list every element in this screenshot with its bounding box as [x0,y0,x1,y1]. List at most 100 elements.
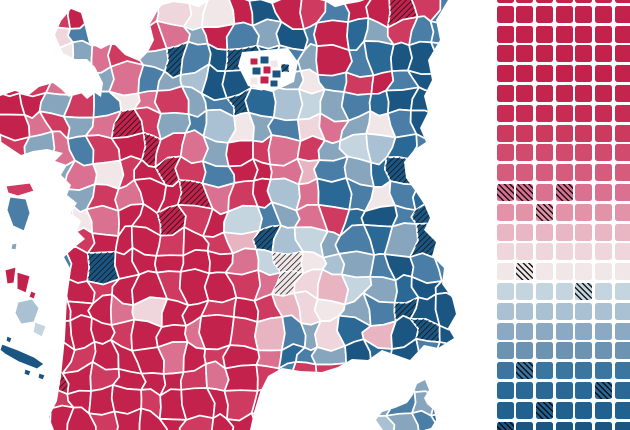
grid-cell[interactable] [555,382,573,399]
grid-cell[interactable] [575,65,593,83]
grid-cell[interactable] [496,164,514,182]
grid-cell[interactable] [614,203,630,221]
grid-cell[interactable] [575,184,593,201]
grid-cell[interactable] [516,0,534,3]
grid-cell[interactable] [575,243,593,261]
grid-cell[interactable] [595,85,612,102]
grid-cell[interactable] [516,421,534,430]
grid-cell[interactable] [535,65,553,83]
grid-cell[interactable] [595,65,612,83]
map-region[interactable] [138,407,168,430]
paris-constituency[interactable] [259,75,270,85]
grid-cell[interactable] [535,362,553,380]
grid-cell[interactable] [496,283,514,300]
grid-cell[interactable] [535,0,553,3]
grid-cell[interactable] [496,362,514,380]
grid-cell[interactable] [496,322,514,340]
grid-cell[interactable] [535,203,553,221]
overseas-region[interactable] [5,182,35,197]
map-region[interactable] [178,414,215,430]
grid-cell[interactable] [496,45,514,63]
grid-cell[interactable] [516,401,534,419]
map-region[interactable] [158,418,188,430]
grid-cell[interactable] [614,65,630,83]
map-region[interactable] [385,412,421,430]
grid-cell[interactable] [535,223,553,241]
overseas-region[interactable] [0,343,45,370]
grid-cell[interactable] [496,401,514,419]
grid-cell[interactable] [575,104,593,122]
grid-cell[interactable] [535,382,553,399]
grid-cell[interactable] [555,5,573,23]
grid-cell[interactable] [496,342,514,360]
grid-cell[interactable] [516,203,534,221]
grid-cell[interactable] [575,25,593,43]
grid-cell[interactable] [614,401,630,419]
grid-cell[interactable] [575,283,593,300]
grid-cell[interactable] [516,144,534,162]
grid-cell[interactable] [535,184,553,201]
grid-cell[interactable] [614,164,630,182]
grid-cell[interactable] [614,25,630,43]
paris-constituency[interactable] [249,57,259,66]
grid-cell[interactable] [575,203,593,221]
grid-cell[interactable] [614,283,630,300]
map-region[interactable] [65,406,97,430]
grid-cell[interactable] [595,362,612,380]
grid-cell[interactable] [535,164,553,182]
grid-cell[interactable] [496,421,514,430]
grid-cell[interactable] [555,85,573,102]
grid-cell[interactable] [516,65,534,83]
grid-cell[interactable] [555,65,573,83]
overseas-region[interactable] [5,335,13,344]
map-region[interactable] [411,409,438,430]
grid-cell[interactable] [516,124,534,142]
paris-constituency[interactable] [269,79,279,88]
grid-cell[interactable] [555,124,573,142]
grid-cell[interactable] [575,144,593,162]
grid-cell[interactable] [555,283,573,300]
grid-cell[interactable] [614,124,630,142]
grid-cell[interactable] [595,243,612,261]
grid-cell[interactable] [535,283,553,300]
grid-cell[interactable] [595,421,612,430]
grid-cell[interactable] [496,5,514,23]
grid-cell[interactable] [595,45,612,63]
grid-cell[interactable] [614,5,630,23]
grid-cell[interactable] [555,302,573,320]
grid-cell[interactable] [516,263,534,281]
grid-cell[interactable] [496,25,514,43]
grid-cell[interactable] [535,302,553,320]
grid-cell[interactable] [555,45,573,63]
grid-cell[interactable] [614,243,630,261]
grid-cell[interactable] [555,342,573,360]
grid-cell[interactable] [535,243,553,261]
grid-cell[interactable] [516,223,534,241]
grid-cell[interactable] [614,85,630,102]
grid-cell[interactable] [496,85,514,102]
paris-constituency[interactable] [259,55,270,65]
paris-constituency[interactable] [269,59,279,69]
grid-cell[interactable] [575,382,593,399]
map-region[interactable] [206,413,235,430]
grid-cell[interactable] [614,184,630,201]
overseas-region[interactable] [14,298,40,325]
grid-cell[interactable] [496,243,514,261]
grid-cell[interactable] [535,322,553,340]
grid-cell[interactable] [575,263,593,281]
overseas-region[interactable] [28,290,37,300]
overseas-region[interactable] [16,271,31,294]
grid-cell[interactable] [535,25,553,43]
grid-cell[interactable] [575,421,593,430]
grid-cell[interactable] [496,382,514,399]
paris-constituency[interactable] [251,66,262,76]
grid-cell[interactable] [555,263,573,281]
paris-constituency[interactable] [249,76,259,86]
grid-cell[interactable] [516,382,534,399]
grid-cell[interactable] [595,0,612,3]
grid-cell[interactable] [535,401,553,419]
grid-cell[interactable] [535,5,553,23]
grid-cell[interactable] [516,25,534,43]
grid-cell[interactable] [555,184,573,201]
